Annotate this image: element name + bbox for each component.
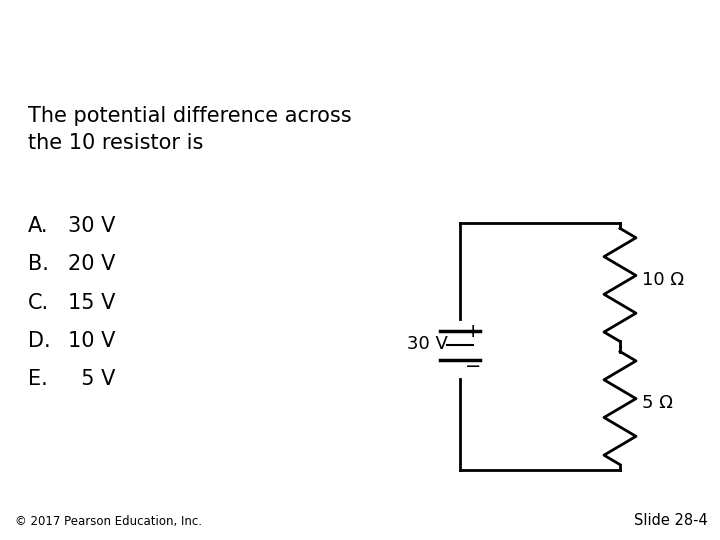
Text: 20 V: 20 V <box>68 254 115 274</box>
Text: A.: A. <box>28 217 48 237</box>
Text: Slide 28-4: Slide 28-4 <box>634 513 708 528</box>
Text: −: − <box>465 357 482 376</box>
Text: 5 V: 5 V <box>68 369 115 389</box>
Text: 30 V: 30 V <box>68 217 115 237</box>
Text: © 2017 Pearson Education, Inc.: © 2017 Pearson Education, Inc. <box>15 515 202 528</box>
Text: QuickCheck 28.5: QuickCheck 28.5 <box>18 21 279 49</box>
Text: 15 V: 15 V <box>68 293 115 313</box>
Text: the 10 resistor is: the 10 resistor is <box>28 133 203 153</box>
Text: E.: E. <box>28 369 48 389</box>
Text: 30 V: 30 V <box>407 335 448 353</box>
Text: C.: C. <box>28 293 49 313</box>
Text: B.: B. <box>28 254 49 274</box>
Text: 5 Ω: 5 Ω <box>642 394 673 412</box>
Text: +: + <box>465 322 482 341</box>
Text: 10 Ω: 10 Ω <box>642 271 684 289</box>
Text: D.: D. <box>28 331 50 351</box>
Text: The potential difference across: The potential difference across <box>28 106 351 126</box>
Text: 10 V: 10 V <box>68 331 115 351</box>
